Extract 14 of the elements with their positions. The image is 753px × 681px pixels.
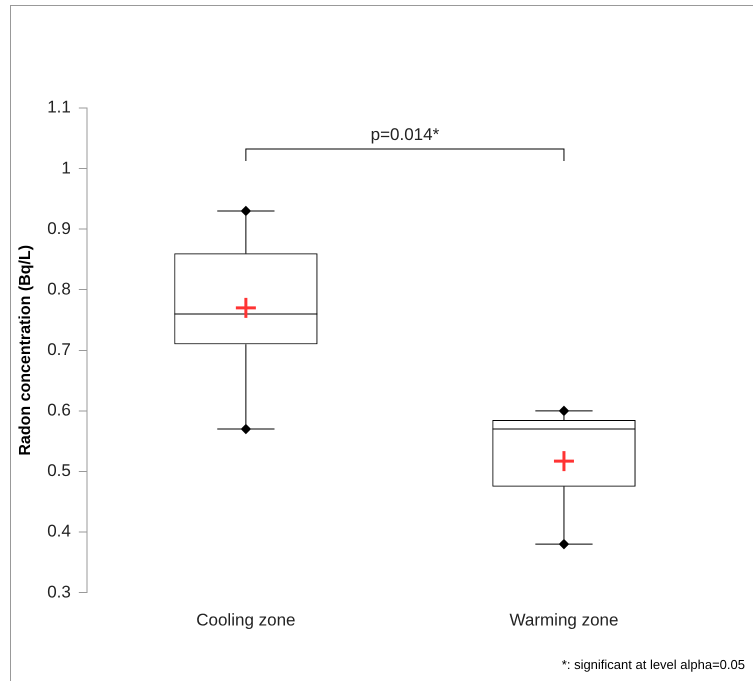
text: *: significant at level alpha=0.05 <box>562 657 745 672</box>
y-tick-label: 1 <box>61 158 71 178</box>
y-tick-label: 0.8 <box>47 279 71 298</box>
y-tick-label: 0.3 <box>47 582 71 602</box>
y-tick-label: 1.1 <box>47 98 71 117</box>
y-tick-label: 0.4 <box>47 522 71 541</box>
x-tick-label: Warming zone <box>509 610 618 630</box>
y-tick-label: 0.7 <box>47 340 71 359</box>
y-tick-label: 0.9 <box>47 218 71 238</box>
annotation: p=0.014* <box>370 125 440 144</box>
y-axis-title: Radon concentration (Bq/L) <box>17 244 34 456</box>
y-tick-label: 0.5 <box>47 461 71 480</box>
x-tick-label: Cooling zone <box>196 610 296 630</box>
y-tick-label: 0.6 <box>47 400 71 420</box>
